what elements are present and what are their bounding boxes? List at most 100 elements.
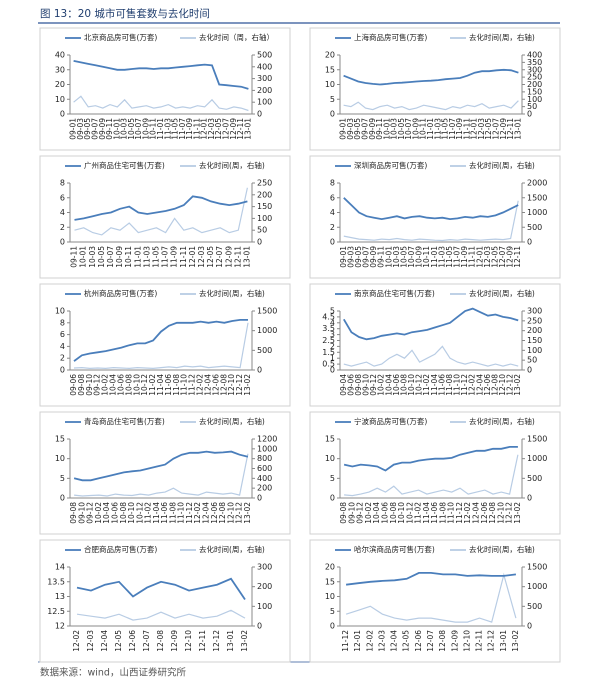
x-tick-label: 10-12 — [415, 374, 424, 396]
x-tick-label: 10-11 — [422, 246, 431, 268]
x-tick-label: 11-06 — [430, 502, 439, 524]
legend-label: 南京商品住宅可售(万套) — [354, 288, 435, 298]
y2-tick-label: 100 — [257, 214, 272, 223]
x-tick-label: 09-03 — [76, 118, 85, 140]
y2-tick-label: 100 — [527, 95, 542, 104]
x-tick-label: 11-07 — [453, 246, 462, 268]
x-tick-label: 11-06 — [164, 374, 173, 396]
x-tick-label: 12-03 — [86, 630, 95, 652]
x-tick-label: 12-12 — [505, 502, 514, 524]
y2-tick-label: 1500 — [527, 193, 547, 202]
panel — [309, 539, 561, 663]
y-tick-label: 6 — [60, 330, 65, 339]
series-line — [73, 319, 248, 362]
x-tick-label: 12-01 — [200, 118, 209, 140]
y-tick-label: 10 — [325, 80, 335, 89]
x-tick-label: 11-05 — [441, 118, 450, 140]
x-tick-label: 09-03 — [346, 246, 355, 268]
y2-tick-label: 300 — [527, 307, 542, 316]
x-tick-label: 10-04 — [384, 374, 393, 396]
x-tick-label: 12-02 — [468, 374, 477, 396]
x-tick-label: 10-12 — [135, 502, 144, 524]
x-tick-label: 10-10 — [397, 502, 406, 524]
y-tick-label: 10 — [55, 307, 65, 316]
y2-tick-label: 500 — [527, 223, 542, 232]
x-tick-label: 09-05 — [354, 246, 363, 268]
legend-label: 宁波商品房可售(万套) — [354, 416, 427, 426]
y2-tick-label: 800 — [257, 454, 272, 463]
x-tick-label: 10-07 — [134, 118, 143, 140]
x-tick-label: 11-12 — [455, 502, 464, 524]
x-tick-label: 10-03 — [390, 118, 399, 140]
x-tick-label: 12-09 — [450, 630, 459, 652]
panel — [39, 155, 291, 279]
y2-tick-label: 1500 — [527, 563, 547, 572]
legend-label: 去化时间(周，右轴) — [199, 288, 265, 298]
x-tick-label: 09-10 — [362, 374, 371, 396]
y-tick-label: 12.5 — [47, 607, 65, 616]
series-line — [343, 200, 519, 242]
x-tick-label: 11-08 — [172, 374, 181, 396]
x-tick-label: 12-03 — [207, 118, 216, 140]
x-tick-label: 11-05 — [445, 246, 454, 268]
y2-tick-label: 200 — [527, 80, 542, 89]
x-tick-label: 11-12 — [460, 374, 469, 396]
x-tick-label: 12-11 — [506, 118, 515, 140]
legend-label: 深圳商品房可售(万套) — [354, 160, 427, 170]
x-tick-label: 11-01 — [430, 246, 439, 268]
x-tick-label: 12-12 — [212, 630, 221, 652]
y2-tick-label: 150 — [527, 87, 542, 96]
x-tick-label: 11-07 — [448, 118, 457, 140]
x-tick-label: 11-02 — [422, 374, 431, 396]
y-tick-label: 15 — [325, 65, 335, 74]
legend-label: 去化时间(周，右轴) — [469, 288, 535, 298]
y-tick-label: 2 — [60, 223, 65, 232]
x-tick-label: 11-12 — [185, 502, 194, 524]
x-tick-label: 10-12 — [140, 374, 149, 396]
y2-tick-label: 100 — [527, 346, 542, 355]
y-tick-label: 5 — [330, 95, 335, 104]
y-tick-label: 2 — [330, 342, 335, 351]
y-tick-label: 15 — [325, 577, 335, 586]
x-tick-label: 09-01 — [339, 118, 348, 140]
x-tick-label: 12-12 — [506, 374, 515, 396]
x-tick-label: 13-02 — [513, 374, 522, 396]
x-tick-label: 12-10 — [226, 502, 235, 524]
y2-tick-label: 600 — [257, 464, 272, 473]
x-tick-label: 10-05 — [97, 246, 106, 268]
x-tick-label: 11-11 — [468, 246, 477, 268]
x-tick-label: 11-02 — [148, 374, 157, 396]
x-tick-label: 10-01 — [382, 118, 391, 140]
x-tick-label: 10-05 — [397, 118, 406, 140]
y-tick-label: 8 — [60, 318, 65, 327]
legend-label: 去化时间（周，右轴） — [199, 32, 274, 42]
x-tick-label: 10-02 — [364, 502, 373, 524]
x-tick-label: 12-09 — [170, 630, 179, 652]
x-tick-label: 11-08 — [445, 374, 454, 396]
legend-label: 北京商品房可售(万套) — [84, 32, 157, 42]
legend-label: 杭州商品房可售(万套) — [84, 288, 157, 298]
x-tick-label: 11-12 — [188, 374, 197, 396]
legend-label: 哈尔滨商品房可售(万套) — [354, 544, 435, 554]
y-tick-label: 4.5 — [322, 312, 335, 321]
x-tick-label: 10-07 — [106, 246, 115, 268]
x-tick-label: 10-06 — [116, 374, 125, 396]
panel — [39, 411, 291, 535]
y-tick-label: 0 — [330, 494, 335, 503]
series-line — [73, 322, 249, 370]
y2-tick-label: 0 — [527, 238, 532, 247]
y-tick-label: 5 — [330, 607, 335, 616]
x-tick-label: 11-04 — [422, 502, 431, 524]
y2-tick-label: 0 — [257, 110, 262, 119]
x-tick-label: 09-08 — [77, 374, 86, 396]
y2-tick-label: 300 — [257, 74, 272, 83]
legend-label: 合肥商品房可售(万套) — [84, 544, 157, 554]
series-line — [73, 450, 249, 482]
y2-tick-label: 400 — [257, 474, 272, 483]
x-tick-label: 10-05 — [399, 246, 408, 268]
x-tick-label: 11-08 — [168, 502, 177, 524]
x-tick-label: 11-10 — [447, 502, 456, 524]
x-tick-label: 10-01 — [384, 246, 393, 268]
x-tick-label: 10-11 — [149, 118, 158, 140]
x-tick-label: 12-01 — [470, 118, 479, 140]
